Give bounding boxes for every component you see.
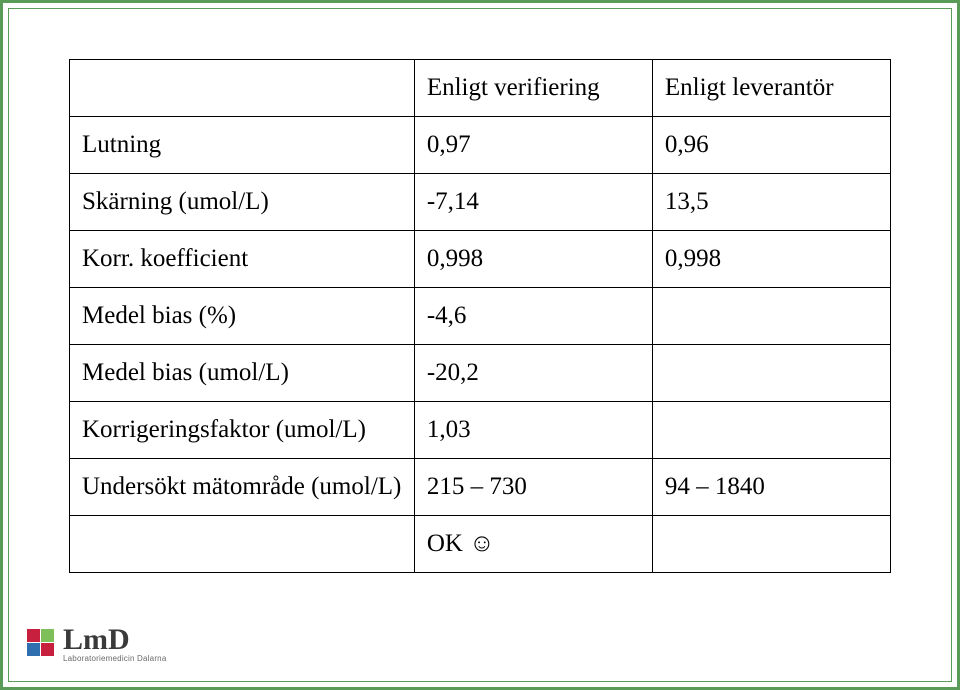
header-blank [70,60,415,117]
table-header-row: Enligt verifiering Enligt leverantör [70,60,891,117]
row-val-verif: 0,97 [414,117,652,174]
logo-text: LmD Laboratoriemedicin Dalarna [63,625,166,663]
row-val-lever: 94 – 1840 [652,459,890,516]
table-row: OK ☺ [70,516,891,573]
row-val-verif: -20,2 [414,345,652,402]
row-val-verif: 215 – 730 [414,459,652,516]
row-val-lever: 0,96 [652,117,890,174]
row-val-lever [652,402,890,459]
row-val-verif: -4,6 [414,288,652,345]
row-val-verif: 0,998 [414,231,652,288]
row-label: Undersökt mätområde (umol/L) [70,459,415,516]
row-label [70,516,415,573]
table-row: Lutning 0,97 0,96 [70,117,891,174]
logo: LmD Laboratoriemedicin Dalarna [27,625,166,663]
logo-main: LmD [63,625,166,655]
table-row: Undersökt mätområde (umol/L) 215 – 730 9… [70,459,891,516]
logo-sub: Laboratoriemedicin Dalarna [63,655,166,663]
row-val-verif: -7,14 [414,174,652,231]
table-row: Korr. koefficient 0,998 0,998 [70,231,891,288]
row-val-lever: 13,5 [652,174,890,231]
outer-frame: Enligt verifiering Enligt leverantör Lut… [0,0,960,690]
row-label: Medel bias (%) [70,288,415,345]
row-val-lever: 0,998 [652,231,890,288]
logo-mark-icon [27,629,57,659]
inner-frame: Enligt verifiering Enligt leverantör Lut… [8,8,952,682]
header-verifiering: Enligt verifiering [414,60,652,117]
row-label: Korrigeringsfaktor (umol/L) [70,402,415,459]
row-label: Lutning [70,117,415,174]
row-label: Medel bias (umol/L) [70,345,415,402]
data-table: Enligt verifiering Enligt leverantör Lut… [69,59,891,573]
row-label: Korr. koefficient [70,231,415,288]
row-val-lever [652,288,890,345]
table-row: Medel bias (%) -4,6 [70,288,891,345]
row-val-lever [652,516,890,573]
row-val-verif: 1,03 [414,402,652,459]
table-row: Korrigeringsfaktor (umol/L) 1,03 [70,402,891,459]
table-row: Medel bias (umol/L) -20,2 [70,345,891,402]
table-row: Skärning (umol/L) -7,14 13,5 [70,174,891,231]
header-leverantor: Enligt leverantör [652,60,890,117]
row-val-verif: OK ☺ [414,516,652,573]
row-val-lever [652,345,890,402]
row-label: Skärning (umol/L) [70,174,415,231]
